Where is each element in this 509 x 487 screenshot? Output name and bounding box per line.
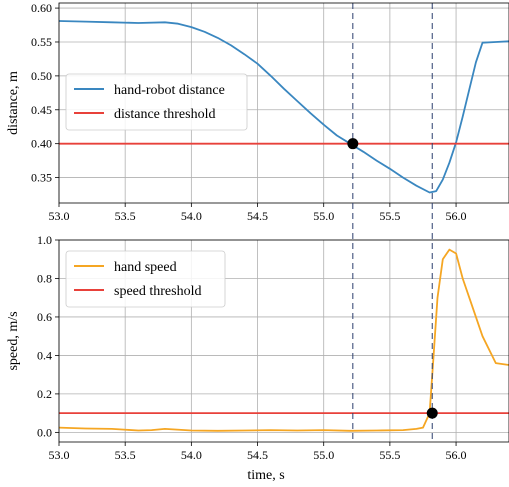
legend-label-hand-robot-distance: hand-robot distance	[114, 83, 225, 98]
distance-series	[58, 20, 509, 194]
distance-y-tick-label-4: 0.55	[31, 35, 52, 49]
speed-x-tick-label-0: 53.0	[49, 448, 70, 462]
speed-y-tick-label-2: 0.4	[37, 348, 52, 362]
speed-legend: hand speed speed threshold	[65, 250, 226, 308]
distance-x-tick-label-3: 54.5	[247, 209, 268, 223]
distance-x-ticks: 53.0 53.5 54.0 54.5 55.0 55.5 56.0	[49, 203, 467, 223]
speed-y-label: speed, m/s	[6, 311, 21, 370]
distance-crossing-marker-0	[347, 138, 359, 150]
distance-x-tick-label-4: 55.0	[313, 209, 334, 223]
distance-y-tick-label-1: 0.40	[31, 137, 52, 151]
distance-markers	[347, 138, 359, 150]
distance-legend: hand-robot distance distance threshold	[65, 73, 248, 131]
speed-x-label: time, s	[247, 468, 284, 483]
distance-x-tick-label-5: 55.5	[379, 209, 400, 223]
distance-legend-box	[65, 73, 248, 131]
speed-crossing-marker-0	[426, 407, 438, 419]
speed-axes-frame	[58, 239, 509, 443]
distance-y-tick-label-2: 0.45	[31, 103, 52, 117]
distance-axes-frame	[58, 2, 509, 204]
distance-x-tick-label-6: 56.0	[446, 209, 467, 223]
distance-y-label: distance, m	[6, 71, 21, 135]
legend-label-speed-threshold: speed threshold	[114, 284, 201, 299]
speed-x-tick-label-2: 54.0	[181, 448, 202, 462]
distance-x-tick-label-1: 53.5	[115, 209, 136, 223]
distance-y-tick-label-0: 0.35	[31, 171, 52, 185]
distance-chart: 53.0 53.5 54.0 54.5 55.0 55.5 56.0 0.35 0.40 0.4…	[6, 1, 509, 223]
speed-y-tick-label-4: 0.8	[37, 271, 52, 285]
speed-y-tick-label-5: 1.0	[37, 233, 52, 247]
speed-y-ticks: 0.0 0.2 0.4 0.6 0.8 1.0	[37, 233, 59, 439]
speed-x-tick-label-1: 53.5	[115, 448, 136, 462]
distance-y-tick-label-5: 0.60	[31, 1, 52, 15]
legend-label-distance-threshold: distance threshold	[114, 107, 215, 122]
speed-event-lines	[352, 203, 433, 442]
speed-x-ticks: 53.0 53.5 54.0 54.5 55.0 55.5 56.0	[49, 442, 467, 462]
distance-event-lines	[352, 3, 433, 203]
distance-y-ticks: 0.35 0.40 0.45 0.50 0.55 0.60	[31, 1, 59, 185]
series-line-hand-speed	[58, 248, 509, 432]
speed-x-tick-label-6: 56.0	[446, 448, 467, 462]
legend-label-hand-speed: hand speed	[114, 260, 177, 275]
speed-y-tick-label-1: 0.2	[37, 387, 52, 401]
distance-x-tick-label-0: 53.0	[49, 209, 70, 223]
distance-x-tick-label-2: 54.0	[181, 209, 202, 223]
speed-chart: 53.0 53.5 54.0 54.5 55.0 55.5 56.0 0.00.20.40.…	[6, 203, 509, 483]
speed-y-tick-label-0: 0.0	[37, 425, 52, 439]
series-line-hand-robot-distance	[58, 20, 509, 194]
speed-x-tick-label-4: 55.0	[313, 448, 334, 462]
distance-y-tick-label-3: 0.50	[31, 69, 52, 83]
speed-legend-box	[65, 250, 226, 308]
speed-y-tick-label-3: 0.6	[37, 310, 52, 324]
speed-markers	[426, 407, 438, 419]
speed-x-tick-label-5: 55.5	[379, 448, 400, 462]
speed-x-tick-label-3: 54.5	[247, 448, 268, 462]
